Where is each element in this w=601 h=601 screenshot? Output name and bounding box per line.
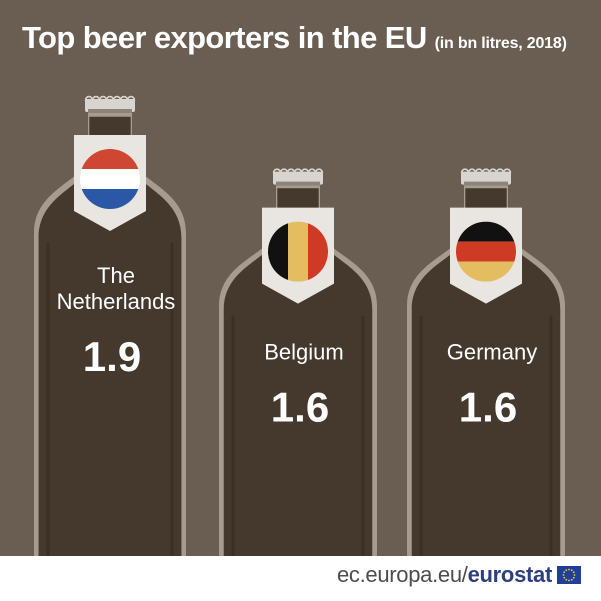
country-label: Belgium [264,340,343,365]
bottle-cap [272,168,324,186]
germany-flag-icon [456,221,516,282]
bottle-cap [460,168,512,186]
value-label: 1.9 [83,333,141,380]
chart-title: Top beer exporters in the EU (in bn litr… [22,18,567,64]
value-label: 1.6 [271,384,329,431]
source-brand: eurostat [467,562,553,587]
bottle-body [223,188,373,556]
belgium-flag-icon [268,221,328,282]
source-link[interactable]: ec.europa.eu/eurostat [337,562,552,588]
country-label: Germany [447,340,537,365]
bottle-bar: Germany 1.6 [407,168,565,556]
bottle-cap [84,95,136,113]
bottle-body [38,116,182,556]
source-footer: ec.europa.eu/eurostat [337,561,581,589]
source-domain: ec.europa.eu/ [336,562,468,587]
bottle-bar: The Netherlands 1.9 [34,95,186,556]
title-text: Top beer exporters in the EU [22,20,427,55]
chart-subtitle: (in bn litres, 2018) [434,35,567,52]
netherlands-flag-icon [80,149,140,209]
bottle-bar: Belgium 1.6 [219,168,377,556]
bottle-body [411,188,561,556]
eu-flag-icon [557,566,581,584]
country-label: The Netherlands [57,263,176,314]
beer-bottle-chart: The Netherlands 1.9 Belgium 1.6 Germany 1.6 [34,95,565,556]
value-label: 1.6 [459,384,517,431]
